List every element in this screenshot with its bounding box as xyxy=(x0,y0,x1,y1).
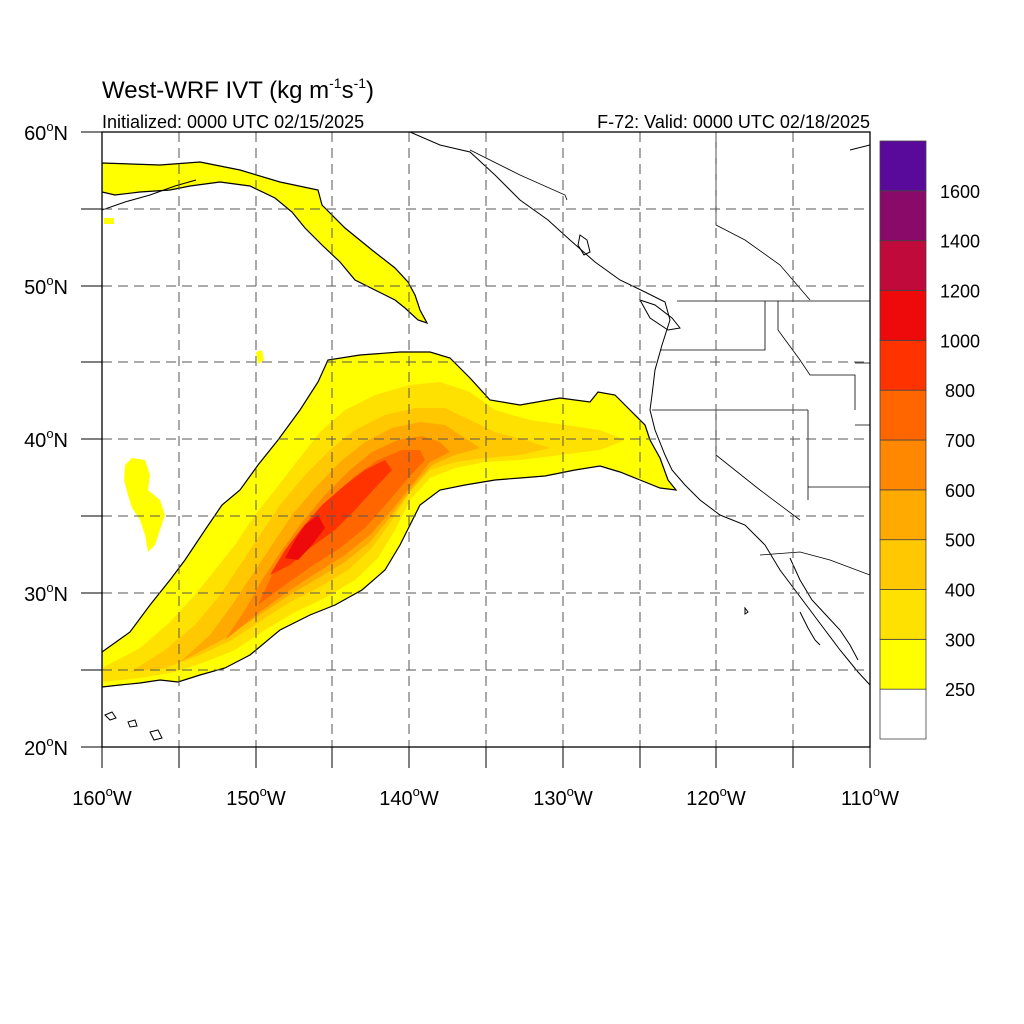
coastline-gulf-california xyxy=(789,557,859,661)
border-ca-nv xyxy=(715,410,801,521)
lon-label-140: 140oW xyxy=(379,784,439,810)
coastline-north-america xyxy=(409,132,870,686)
island-hawaii xyxy=(104,711,163,741)
ivt-blob-tiny xyxy=(104,218,114,224)
lat-label-30: 30oN xyxy=(24,580,68,606)
colorbar: 250 300 400 500 600 700 800 1000 1200 1400 1600 xyxy=(879,140,980,740)
colorbar-label-500: 500 xyxy=(945,531,975,551)
ivt-blob-west xyxy=(124,458,165,552)
colorbar-box-0 xyxy=(879,688,927,740)
colorbar-box-8 xyxy=(879,290,927,341)
border-alaska-canada xyxy=(469,149,568,201)
lon-label-130: 130oW xyxy=(533,784,593,810)
colorbar-label-300: 300 xyxy=(945,630,975,650)
island-haida xyxy=(577,234,591,256)
ivt-river-1200 xyxy=(285,515,325,560)
colorbar-box-7 xyxy=(879,339,927,391)
lat-label-20: 20oN xyxy=(24,734,68,760)
lat-label-60: 60oN xyxy=(24,119,68,145)
colorbar-box-10 xyxy=(879,190,927,242)
border-wa-or xyxy=(660,301,766,351)
colorbar-label-250: 250 xyxy=(945,680,975,700)
longitude-labels: 160oW 150oW 140oW 130oW 120oW 110oW xyxy=(72,784,899,810)
lon-label-110: 110oW xyxy=(841,784,899,810)
colorbar-label-1200: 1200 xyxy=(940,282,980,302)
lon-label-150: 150oW xyxy=(226,784,286,810)
init-time-label: Initialized: 0000 UTC 02/15/2025 xyxy=(102,112,364,132)
colorbar-label-1000: 1000 xyxy=(940,331,980,351)
colorbar-box-9 xyxy=(879,240,927,291)
colorbar-box-11 xyxy=(879,140,927,192)
latitude-labels: 20oN 30oN 40oN 50oN 60oN xyxy=(24,119,68,760)
colorbar-label-1400: 1400 xyxy=(940,232,980,252)
lat-label-50: 50oN xyxy=(24,273,68,299)
border-us-mexico xyxy=(759,551,870,576)
colorbar-box-5 xyxy=(879,439,927,491)
map-title: West-WRF IVT (kg m-1s-1) xyxy=(102,75,374,104)
colorbar-box-6 xyxy=(879,389,927,441)
political-borders xyxy=(469,132,870,576)
valid-time-label: F-72: Valid: 0000 UTC 02/18/2025 xyxy=(597,112,870,132)
colorbar-label-700: 700 xyxy=(945,431,975,451)
coastlines xyxy=(102,132,870,741)
border-id xyxy=(777,301,856,410)
colorbar-box-2 xyxy=(879,589,927,640)
ivt-river-800 xyxy=(258,450,425,605)
lat-label-40: 40oN xyxy=(24,426,68,452)
east-coast-line xyxy=(849,144,870,151)
island-guadalupe xyxy=(744,606,749,615)
colorbar-box-1 xyxy=(879,638,927,690)
coastline-alaska xyxy=(102,179,197,211)
tick-marks xyxy=(81,131,871,768)
colorbar-box-3 xyxy=(879,539,927,590)
island-vancouver xyxy=(638,299,681,331)
ivt-band-north xyxy=(102,161,429,325)
border-mt xyxy=(715,132,870,426)
lon-label-160: 160oW xyxy=(72,784,132,810)
colorbar-label-1600: 1600 xyxy=(940,182,980,202)
colorbar-label-600: 600 xyxy=(945,481,975,501)
coastline-baja xyxy=(799,611,821,646)
gridlines xyxy=(102,132,870,747)
colorbar-box-4 xyxy=(879,489,927,541)
ivt-blob-small xyxy=(256,350,264,364)
colorbar-label-400: 400 xyxy=(945,581,975,601)
lon-label-120: 120oW xyxy=(686,784,746,810)
ivt-shading xyxy=(102,161,678,688)
colorbar-label-800: 800 xyxy=(945,381,975,401)
